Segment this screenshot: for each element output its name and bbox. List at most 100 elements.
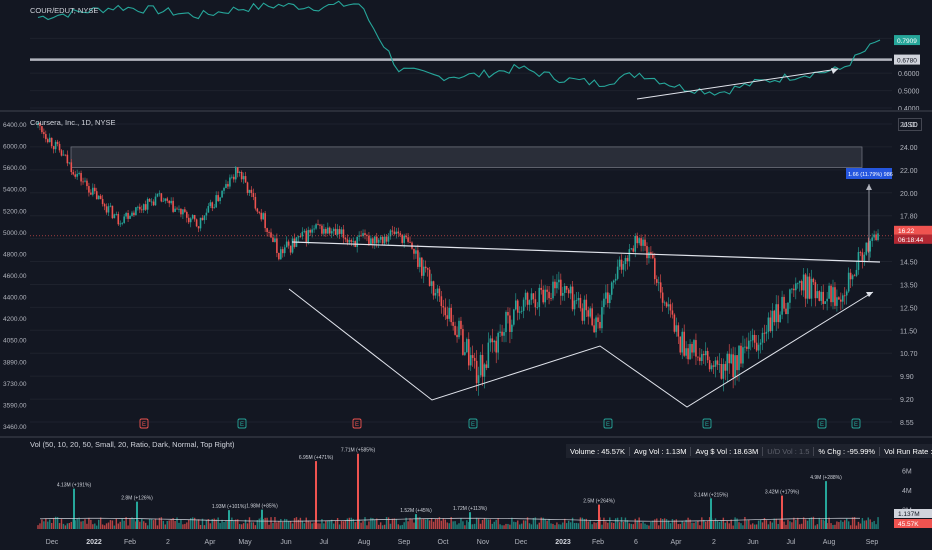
- candle-body: [475, 360, 478, 384]
- volume-spike-bar: [136, 501, 138, 529]
- volume-bar: [501, 525, 503, 529]
- candle-body: [238, 171, 241, 174]
- candle-body: [417, 250, 419, 267]
- candle-body: [558, 279, 560, 283]
- volume-bar: [248, 517, 251, 529]
- price-left-tick: 3460.00: [3, 424, 27, 431]
- price-left-tick: 3890.00: [3, 359, 27, 366]
- candle-body: [689, 344, 691, 360]
- volume-bar: [403, 522, 405, 529]
- volume-bar: [446, 522, 448, 529]
- volume-bar: [199, 524, 202, 529]
- volume-bar: [127, 525, 129, 529]
- price-pane: 26.0024.0022.0020.0017.8016.0014.5013.50…: [0, 112, 932, 437]
- volume-legend: Vol (50, 10, 20, 50, Small, 20, Ratio, D…: [30, 440, 235, 449]
- price-chart[interactable]: 26.0024.0022.0020.0017.8016.0014.5013.50…: [0, 112, 932, 437]
- volume-bar: [331, 519, 333, 529]
- volume-bar: [254, 525, 257, 529]
- stat-run-rate: Vol Run Rate : -97.05%: [884, 446, 932, 456]
- earnings-marker: [851, 418, 861, 429]
- neckline: [291, 241, 881, 263]
- volume-bar: [575, 522, 578, 529]
- volume-bar: [421, 519, 423, 529]
- candle-body: [622, 264, 625, 270]
- volume-bar: [618, 522, 621, 529]
- volume-bar: [305, 517, 307, 529]
- candle-body: [264, 213, 266, 229]
- volume-bar: [691, 522, 693, 529]
- volume-annotation: 1.52M (+45%): [400, 508, 432, 514]
- candle-body: [280, 249, 282, 260]
- volume-bar: [387, 517, 390, 529]
- earnings-marker: [817, 418, 827, 429]
- volume-bar: [626, 520, 629, 529]
- candle-body: [654, 258, 656, 280]
- ratio-trendline-arrowhead: [831, 68, 838, 74]
- volume-bar: [344, 520, 347, 529]
- time-axis-label: Feb: [592, 539, 604, 546]
- volume-bar: [131, 517, 133, 529]
- volume-bar: [362, 521, 364, 529]
- candle-body: [43, 132, 45, 135]
- candle-body: [180, 208, 182, 215]
- candle-body: [148, 198, 151, 202]
- price-right-tick: 22.00: [900, 168, 918, 175]
- candle-body: [446, 315, 449, 319]
- candle-body: [207, 206, 210, 213]
- volume-y-tick: 6M: [902, 468, 912, 475]
- candle-body: [323, 228, 325, 234]
- volume-annotation: 6.95M (+471%): [299, 455, 334, 461]
- volume-bar: [274, 517, 276, 529]
- candle-body: [644, 239, 646, 247]
- candle-body: [154, 196, 157, 206]
- candle-body: [407, 237, 409, 242]
- volume-bar: [368, 521, 370, 529]
- stat-volume: Volume : 45.57K: [566, 446, 631, 456]
- volume-bar: [407, 521, 409, 529]
- volume-bar: [98, 519, 100, 529]
- volume-bar: [321, 519, 323, 529]
- volume-bar: [742, 525, 744, 529]
- volume-bar: [489, 519, 492, 529]
- volume-bar: [775, 518, 777, 529]
- candle-body: [186, 211, 188, 218]
- volume-bar: [847, 521, 850, 529]
- candle-body: [260, 212, 263, 220]
- candle-body: [673, 314, 676, 332]
- volume-bar: [607, 522, 609, 529]
- stat-pct-chg: % Chg : -95.99%: [814, 446, 881, 456]
- candle-body: [499, 331, 501, 333]
- volume-bar: [66, 523, 69, 529]
- volume-bar: [450, 517, 452, 529]
- volume-bar: [460, 518, 462, 529]
- earnings-marker: [139, 418, 149, 429]
- candle-body: [841, 295, 844, 302]
- candle-body: [652, 254, 654, 259]
- time-axis[interactable]: Dec 2022 Feb 2 Apr May Jun Jul Aug Sep Oct Nov Dec 20…: [0, 532, 932, 550]
- currency-button[interactable]: USD: [898, 118, 922, 131]
- volume-bar: [293, 518, 296, 529]
- volume-bar: [372, 518, 374, 529]
- candle-body: [749, 340, 752, 342]
- volume-bar: [64, 525, 67, 529]
- candle-body: [514, 300, 517, 310]
- pane-separator[interactable]: [0, 110, 932, 112]
- volume-bar: [693, 522, 695, 529]
- candle-body: [648, 252, 650, 259]
- volume-bar: [689, 519, 691, 529]
- candle-body: [828, 285, 830, 299]
- candle-body: [708, 360, 711, 370]
- volume-bar: [712, 520, 715, 529]
- volume-bar: [532, 518, 535, 529]
- pane-separator[interactable]: [0, 436, 932, 438]
- candle-body: [375, 236, 378, 243]
- volume-bar: [552, 523, 554, 529]
- candle-body: [274, 238, 276, 242]
- price-right-tick: 20.00: [900, 191, 918, 198]
- candle-body: [205, 212, 208, 216]
- candle-body: [751, 334, 754, 341]
- volume-bar: [853, 517, 856, 529]
- candle-body: [548, 291, 550, 299]
- earnings-marker-label: E: [854, 422, 858, 428]
- volume-bar: [771, 522, 774, 529]
